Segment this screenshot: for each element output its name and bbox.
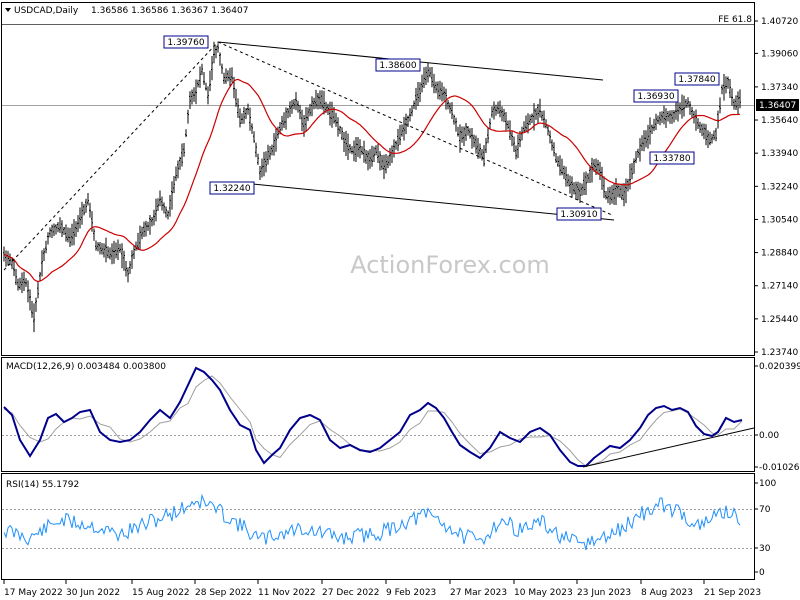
time-axis-label: 11 Nov 2022	[258, 588, 316, 598]
price-bars	[3, 41, 741, 333]
symbol-label: USDCAD,Daily	[14, 6, 79, 16]
annotation-label: 1.32240	[213, 184, 250, 194]
time-axis-label: 23 Jun 2023	[577, 588, 631, 598]
header: USDCAD,Daily 1.36586 1.36586 1.36367 1.3…	[5, 6, 248, 16]
rsi-axis-label: 100	[759, 479, 776, 489]
price-axis-label: 1.39060	[761, 49, 798, 59]
rsi-axis-label: 30	[759, 544, 771, 554]
price-axis-label: 1.30540	[761, 215, 798, 225]
price-axis-label: 1.37340	[761, 83, 798, 93]
price-axis-label: 1.25440	[761, 315, 798, 325]
annotation-label: 1.33780	[653, 154, 690, 164]
time-axis-label: 27 Mar 2023	[450, 588, 507, 598]
current-price-value: 1.36407	[759, 101, 796, 111]
time-axis-label: 15 Aug 2022	[132, 588, 190, 598]
annotation-1-37840: 1.37840	[674, 72, 720, 86]
time-axis-label: 17 May 2022	[4, 588, 63, 598]
macd-title: MACD(12,26,9) 0.003484 0.003800	[6, 362, 166, 372]
macd-panel-frame	[1, 357, 755, 472]
price-axis-label: 1.23740	[761, 348, 798, 358]
macd-trendline	[582, 427, 755, 468]
fe-61-8-label: FE 61.8	[718, 15, 752, 25]
channel-lower-line	[252, 183, 615, 221]
price-axis-label: 1.33940	[761, 149, 798, 159]
price-axis-label: 1.27140	[761, 282, 798, 292]
collapse-triangle-icon	[5, 8, 11, 12]
annotation-label: 1.38600	[379, 61, 416, 71]
time-axis-label: 27 Dec 2022	[322, 588, 380, 598]
annotation-1-36930: 1.36930	[633, 89, 679, 103]
rsi-title: RSI(14) 55.1792	[6, 480, 79, 490]
annotation-1-38600: 1.38600	[375, 58, 421, 72]
moving-average-line	[3, 78, 741, 283]
rsi-panel-frame	[1, 473, 755, 580]
annotations: 1.39760 1.38600 1.32240 1.30910 1.37840 …	[163, 35, 720, 221]
time-axis-label: 21 Sep 2023	[704, 588, 761, 598]
time-axis-label: 8 Aug 2023	[641, 588, 693, 598]
macd-axis-label: 0.020399	[759, 362, 800, 372]
annotation-1-32240: 1.32240	[209, 181, 255, 195]
time-axis-label: 28 Sep 2022	[195, 588, 252, 598]
annotation-label: 1.36930	[637, 92, 674, 102]
macd-axis: 0.020399 0.00 -0.01026	[754, 362, 800, 473]
price-axis-label: 1.35640	[761, 116, 798, 126]
rsi-line	[3, 493, 741, 551]
ohlc-label: 1.36586 1.36586 1.36367 1.36407	[91, 6, 248, 16]
price-axis: 1.40720 1.39060 1.37340 1.35640 1.33940 1.322…	[754, 17, 798, 358]
rsi-axis-label: 0	[759, 568, 765, 578]
rsi-axis-label: 70	[759, 505, 771, 515]
time-axis-label: 10 May 2023	[514, 588, 573, 598]
annotation-label: 1.30910	[560, 210, 597, 220]
time-axis: 17 May 2022 30 Jun 2022 15 Aug 2022 28 Sep …	[3, 580, 761, 598]
watermark: ActionForex.com	[350, 251, 550, 279]
price-axis-label: 1.32240	[761, 182, 798, 192]
macd-axis-label: -0.01026	[759, 463, 800, 473]
annotation-1-33780: 1.33780	[649, 151, 695, 165]
macd-line	[3, 366, 743, 467]
annotation-1-30910: 1.30910	[556, 207, 602, 221]
macd-axis-label: 0.00	[759, 431, 779, 441]
dashed-uptrend-line	[3, 41, 219, 271]
price-axis-label: 1.40720	[761, 17, 798, 27]
time-axis-label: 9 Feb 2023	[386, 588, 436, 598]
price-axis-label: 1.28840	[761, 249, 798, 259]
current-price-tag: 1.36407	[756, 99, 799, 111]
annotation-label: 1.39760	[167, 38, 204, 48]
time-axis-label: 30 Jun 2022	[66, 588, 120, 598]
annotation-1-39760: 1.39760	[163, 35, 209, 49]
rsi-axis: 100 70 30 0	[754, 479, 776, 578]
annotation-label: 1.37840	[678, 75, 715, 85]
